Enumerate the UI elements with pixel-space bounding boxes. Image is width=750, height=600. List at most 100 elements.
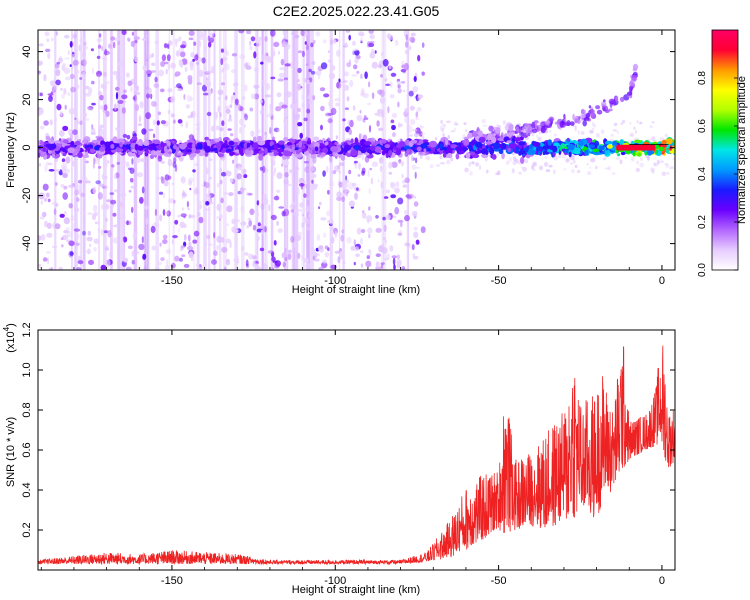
spectrogram-content xyxy=(38,30,675,270)
spectrogram-blob xyxy=(335,102,340,107)
spectrogram-xtick-label: 0 xyxy=(659,275,665,287)
spectrogram-blob xyxy=(103,50,110,56)
spectrogram-band-blob xyxy=(197,143,203,150)
spectrogram-blob xyxy=(322,170,326,177)
spectrogram-blob xyxy=(115,92,119,100)
spectrogram-band-blob xyxy=(588,144,596,149)
spectrogram-blob xyxy=(179,47,184,53)
spectrogram-band-blob xyxy=(617,153,621,157)
spectrogram-blob xyxy=(282,261,286,268)
spectrogram-blob xyxy=(259,99,263,104)
spectrogram-blob xyxy=(220,197,224,204)
spectrogram-blob xyxy=(69,73,75,80)
spectrogram-blob xyxy=(653,162,656,166)
spectrogram-band-blob xyxy=(252,142,260,150)
spectrogram-blob xyxy=(338,181,344,188)
spectrogram-band-blob xyxy=(143,147,149,152)
spectrogram-blob xyxy=(167,109,171,115)
spectrogram-blob xyxy=(336,82,342,89)
spectrogram-blob xyxy=(55,31,58,36)
spectrogram-blob xyxy=(180,176,186,184)
spectrogram-blob xyxy=(246,30,252,35)
spectrogram-blob xyxy=(88,259,94,265)
spectrogram-blob xyxy=(139,196,144,204)
spectrogram-blob xyxy=(416,107,422,112)
spectrogram-blob xyxy=(145,217,149,225)
spectrogram-band-blob xyxy=(184,148,189,154)
spectrogram-blob xyxy=(87,212,93,215)
spectrogram-blob xyxy=(44,31,50,37)
spectrogram-blob xyxy=(544,155,548,159)
spectrogram-blob xyxy=(395,39,399,47)
spectrogram-blob xyxy=(375,227,382,233)
spectrogram-blob xyxy=(356,114,363,122)
spectrogram-blob xyxy=(207,243,213,246)
spectrogram-blob xyxy=(96,74,101,77)
spectrogram-blob xyxy=(322,259,327,264)
spectrogram-blob xyxy=(53,77,56,84)
spectrogram-blob xyxy=(216,203,222,211)
spectrogram-blob xyxy=(532,163,537,167)
spectrogram-blob xyxy=(205,201,210,206)
spectrogram-blob xyxy=(64,210,67,215)
spectrogram-blob xyxy=(371,161,379,167)
spectrogram-blob xyxy=(79,120,83,126)
spectrogram-band-blob xyxy=(318,139,324,144)
spectrogram-blob xyxy=(99,105,106,110)
spectrogram-blob xyxy=(45,48,51,53)
spectrogram-blob xyxy=(213,114,219,119)
spectrogram-band-blob xyxy=(322,147,329,154)
spectrogram-band-blob xyxy=(472,153,480,159)
spectrogram-blob xyxy=(205,167,209,175)
spectrogram-blob xyxy=(592,124,597,128)
spectrogram-blob xyxy=(179,51,186,58)
spectrogram-band-blob xyxy=(647,149,653,156)
spectrogram-blob xyxy=(306,79,310,85)
spectrogram-blob xyxy=(116,161,121,165)
spectrogram-blob xyxy=(107,160,110,164)
spectrogram-blob xyxy=(122,133,128,138)
spectrogram-blob xyxy=(105,110,110,118)
spectrogram-blob xyxy=(285,91,292,98)
spectrogram-band-blob xyxy=(191,143,196,148)
spectrogram-blob xyxy=(227,118,233,122)
spectrogram-blob xyxy=(192,58,195,62)
spectrogram-blob xyxy=(39,216,45,220)
spectrogram-blob xyxy=(136,85,140,92)
spectrogram-blob xyxy=(328,219,334,225)
spectrogram-xlabel: Height of straight line (km) xyxy=(292,284,420,296)
spectrogram-blob xyxy=(576,169,581,174)
spectrogram-blob xyxy=(77,69,80,75)
spectrogram-blob xyxy=(70,215,75,222)
spectrogram-blob xyxy=(51,94,54,98)
spectrogram-band-blob xyxy=(444,138,449,146)
spectrogram-blob xyxy=(112,41,116,49)
spectrogram-blob xyxy=(98,91,102,96)
spectrogram-blob xyxy=(672,157,675,161)
spectrogram-blob xyxy=(352,48,359,52)
spectrogram-blob xyxy=(81,60,85,65)
spectrogram-ytick-label: -40 xyxy=(21,236,33,252)
spectrogram-blob xyxy=(170,113,175,118)
spectrogram-band-blob xyxy=(385,152,389,159)
spectrogram-band-blob xyxy=(459,150,465,155)
spectrogram-branch-blob xyxy=(533,120,539,124)
spectrogram-blob xyxy=(129,177,134,183)
figure-title: C2E2.2025.022.23.41.G05 xyxy=(273,3,440,19)
spectrogram-band-blob xyxy=(137,145,145,151)
spectrogram-blob xyxy=(256,212,260,217)
spectrogram-blob xyxy=(352,50,355,56)
spectrogram-blob xyxy=(82,45,88,51)
spectrogram-blob xyxy=(511,168,515,174)
spectrogram-blob xyxy=(401,60,405,66)
spectrogram-blob xyxy=(479,165,481,170)
spectrogram-blob xyxy=(164,264,170,270)
spectrogram-blob xyxy=(177,214,181,218)
spectrogram-branch-blob xyxy=(615,96,619,103)
spectrogram-blob xyxy=(398,122,401,128)
spectrogram-blob xyxy=(50,37,54,42)
spectrogram-blob xyxy=(435,164,441,167)
spectrogram-blob xyxy=(382,59,389,67)
spectrogram-blob xyxy=(280,58,285,66)
spectrogram-blob xyxy=(163,43,168,49)
